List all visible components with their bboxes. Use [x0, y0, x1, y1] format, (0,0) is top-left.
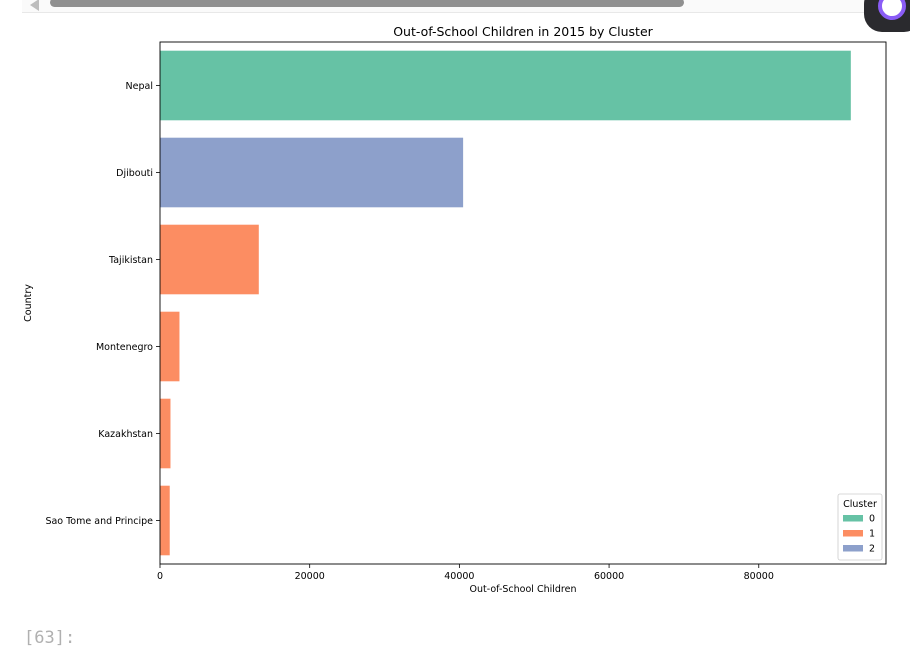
bars-group [160, 50, 851, 556]
y-tick-label: Djibouti [116, 168, 153, 179]
y-tick-label: Montenegro [96, 342, 153, 353]
legend-swatch [843, 530, 863, 537]
y-axis-label: Country [23, 284, 34, 322]
bar-chart: Out-of-School Children in 2015 by Cluste… [23, 24, 887, 595]
legend-title: Cluster [843, 499, 877, 510]
y-tick-label: Nepal [126, 81, 153, 92]
x-tick-label: 0 [157, 571, 163, 582]
legend-label: 2 [869, 544, 875, 555]
legend: Cluster 0 1 2 [837, 493, 883, 561]
legend-label: 0 [869, 514, 875, 525]
scrollbar-thumb[interactable] [50, 0, 684, 7]
x-tick-label: 40000 [444, 571, 474, 582]
bar-kazakhstan [160, 398, 171, 469]
bar-nepal [160, 50, 851, 121]
bar-djibouti [160, 137, 464, 208]
legend-box [837, 493, 883, 561]
plot-frame [159, 41, 887, 565]
assistant-widget-button[interactable] [864, 0, 910, 32]
bar-montenegro [160, 311, 180, 382]
bar-sao-tome-and-principe [160, 485, 170, 556]
x-axis-ticks: 0 20000 40000 60000 80000 [157, 564, 774, 582]
x-axis-label: Out-of-School Children [470, 584, 577, 595]
assistant-logo-icon [878, 0, 906, 20]
legend-swatch [843, 515, 863, 522]
x-tick-label: 80000 [744, 571, 774, 582]
x-tick-label: 20000 [295, 571, 325, 582]
y-tick-label: Sao Tome and Principe [45, 516, 153, 527]
chart-title: Out-of-School Children in 2015 by Cluste… [393, 24, 653, 39]
legend-label: 1 [869, 529, 875, 540]
y-tick-label: Kazakhstan [98, 429, 153, 440]
cell-prompt: [63]: [24, 628, 76, 648]
bar-tajikistan [160, 224, 259, 295]
scroll-left-arrow-icon[interactable] [30, 0, 39, 11]
legend-swatch [843, 545, 863, 552]
x-tick-label: 60000 [594, 571, 624, 582]
y-tick-label: Tajikistan [108, 255, 153, 266]
y-axis-ticks: Nepal Djibouti Tajikistan Montenegro Kazakhs… [45, 81, 160, 527]
horizontal-scrollbar[interactable] [22, 0, 910, 13]
